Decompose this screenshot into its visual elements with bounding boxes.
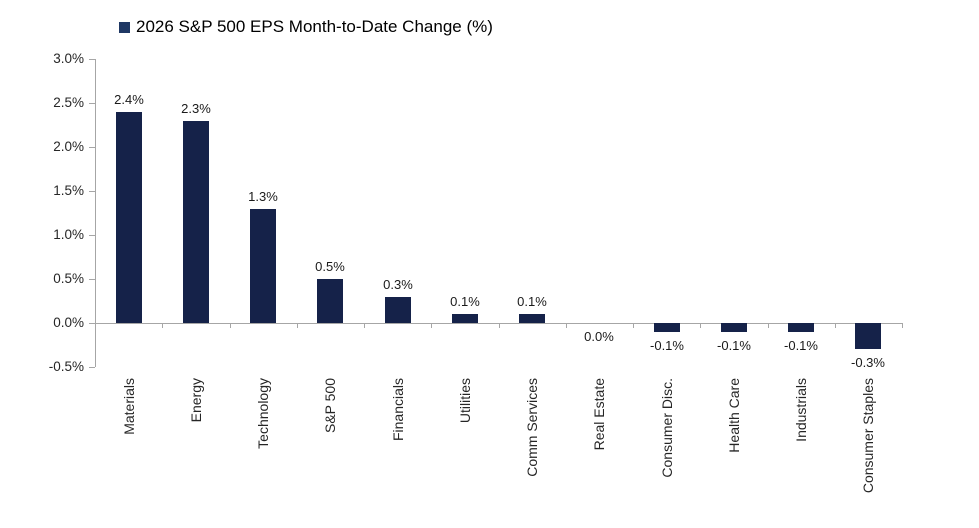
y-axis-tick [89, 323, 95, 324]
value-label: -0.1% [650, 338, 684, 353]
x-axis-tick [297, 323, 298, 328]
y-axis-tick-label: 3.0% [53, 51, 84, 66]
category-label: Materials [121, 378, 137, 435]
y-axis-tick [89, 235, 95, 236]
x-axis-tick [835, 323, 836, 328]
category-label: Technology [255, 378, 271, 449]
y-axis-tick-label: 1.5% [53, 183, 84, 198]
bar-s-p-500 [317, 279, 343, 323]
y-axis-tick-label: 1.0% [53, 227, 84, 242]
bar-consumer-staples [855, 323, 881, 349]
value-label: 2.4% [114, 92, 144, 107]
y-axis-tick [89, 59, 95, 60]
x-axis-tick [768, 323, 769, 328]
value-label: 0.1% [517, 294, 547, 309]
category-label: Energy [188, 378, 204, 423]
x-axis-tick [499, 323, 500, 328]
x-axis-tick [902, 323, 903, 328]
y-axis-tick [89, 191, 95, 192]
value-label: 0.1% [450, 294, 480, 309]
category-label: Utilities [457, 378, 473, 424]
category-label: Comm Services [524, 378, 540, 477]
category-label: Financials [390, 378, 406, 442]
x-axis-tick [364, 323, 365, 328]
x-axis-tick [633, 323, 634, 328]
bar-energy [183, 121, 209, 323]
y-axis-tick-label: 2.5% [53, 95, 84, 110]
value-label: 0.5% [315, 259, 345, 274]
bar-industrials [788, 323, 814, 332]
y-axis-tick-label: 2.0% [53, 139, 84, 154]
y-axis-tick [89, 367, 95, 368]
category-label: Real Estate [591, 378, 607, 451]
category-label: Industrials [793, 378, 809, 442]
bar-materials [116, 112, 142, 323]
value-label: -0.1% [784, 338, 818, 353]
x-axis-tick [162, 323, 163, 328]
y-axis-tick-label: -0.5% [48, 359, 84, 374]
x-axis-tick [95, 323, 96, 328]
y-axis-tick [89, 279, 95, 280]
x-axis-line [95, 323, 902, 324]
y-axis-tick [89, 103, 95, 104]
value-label: 1.3% [248, 189, 278, 204]
category-label: S&P 500 [322, 378, 338, 434]
value-label: 0.0% [584, 329, 614, 344]
y-axis-tick [89, 147, 95, 148]
category-label: Consumer Staples [860, 378, 876, 494]
bar-financials [385, 297, 411, 323]
bar-consumer-disc [654, 323, 680, 332]
x-axis-tick [700, 323, 701, 328]
y-axis-line [95, 59, 96, 367]
value-label: -0.1% [717, 338, 751, 353]
y-axis-tick-label: 0.5% [53, 271, 84, 286]
value-label: 0.3% [383, 277, 413, 292]
value-label: -0.3% [851, 355, 885, 370]
bar-utilities [452, 314, 478, 323]
x-axis-tick [230, 323, 231, 328]
y-axis-tick-label: 0.0% [53, 315, 84, 330]
value-label: 2.3% [181, 101, 211, 116]
category-label: Health Care [726, 378, 742, 453]
legend-marker-icon [119, 21, 130, 33]
chart-legend: 2026 S&P 500 EPS Month-to-Date Change (%… [119, 17, 493, 37]
bar-technology [250, 209, 276, 323]
x-axis-tick [566, 323, 567, 328]
bar-comm-services [519, 314, 545, 323]
category-label: Consumer Disc. [659, 378, 675, 478]
bar-health-care [721, 323, 747, 332]
legend-label: 2026 S&P 500 EPS Month-to-Date Change (%… [136, 17, 493, 36]
x-axis-tick [431, 323, 432, 328]
